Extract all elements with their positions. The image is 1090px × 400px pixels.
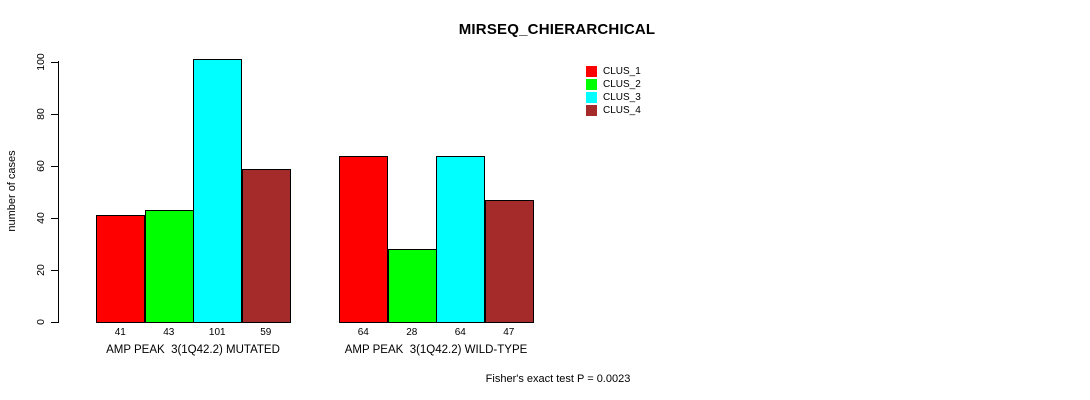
bar-value-label: 59 <box>260 327 272 338</box>
y-axis-tick <box>51 114 58 115</box>
y-axis-tick-label: 0 <box>35 319 47 325</box>
y-axis-label: number of cases <box>6 150 18 232</box>
bar-value-label: 41 <box>114 327 126 338</box>
bar-value-label: 64 <box>454 327 466 338</box>
y-axis-tick-label: 20 <box>35 264 47 276</box>
bar-value-label: 47 <box>503 327 515 338</box>
group-label-2: AMP PEAK 3(1Q42.2) WILD-TYPE <box>344 344 528 356</box>
y-axis-tick-label: 100 <box>35 53 47 71</box>
legend-swatch-clus_2 <box>586 79 597 90</box>
bar-value-label: 101 <box>208 327 226 338</box>
bar-clus_4-group2 <box>484 199 534 323</box>
y-axis-tick <box>51 218 58 219</box>
legend-label: CLUS_4 <box>603 105 641 116</box>
legend-item-clus_3: CLUS_3 <box>586 92 641 103</box>
legend-item-clus_4: CLUS_4 <box>586 105 641 116</box>
group-label-1: AMP PEAK 3(1Q42.2) MUTATED <box>106 344 280 356</box>
legend-swatch-clus_4 <box>586 105 597 116</box>
bar-value-label: 64 <box>357 327 369 338</box>
y-axis-tick-label: 40 <box>35 212 47 224</box>
legend-label: CLUS_1 <box>603 66 641 77</box>
y-axis-line <box>58 61 59 323</box>
legend-label: CLUS_2 <box>603 79 641 90</box>
bar-value-label: 28 <box>406 327 418 338</box>
bar-clus_4-group1 <box>241 168 291 323</box>
y-axis-tick <box>51 62 58 63</box>
y-axis-tick <box>51 270 58 271</box>
y-axis-tick-label: 60 <box>35 160 47 172</box>
y-axis-tick-label: 80 <box>35 108 47 120</box>
bar-clus_2-group2 <box>387 249 437 323</box>
bar-value-label: 43 <box>163 327 175 338</box>
bar-clus_2-group1 <box>144 210 194 323</box>
legend-label: CLUS_3 <box>603 92 641 103</box>
legend-item-clus_1: CLUS_1 <box>586 66 641 77</box>
legend-swatch-clus_1 <box>586 66 597 77</box>
bar-clus_1-group1 <box>96 215 145 323</box>
bar-clus_3-group1 <box>193 59 242 323</box>
y-axis-tick <box>51 166 58 167</box>
legend-swatch-clus_3 <box>586 92 597 103</box>
y-axis-tick <box>51 322 58 323</box>
bar-clus_1-group2 <box>339 155 388 323</box>
chart-title: MIRSEQ_CHIERARCHICAL <box>458 21 656 38</box>
fisher-test-annotation: Fisher's exact test P = 0.0023 <box>485 373 631 385</box>
legend-item-clus_2: CLUS_2 <box>586 79 641 90</box>
bar-clus_3-group2 <box>436 155 485 323</box>
